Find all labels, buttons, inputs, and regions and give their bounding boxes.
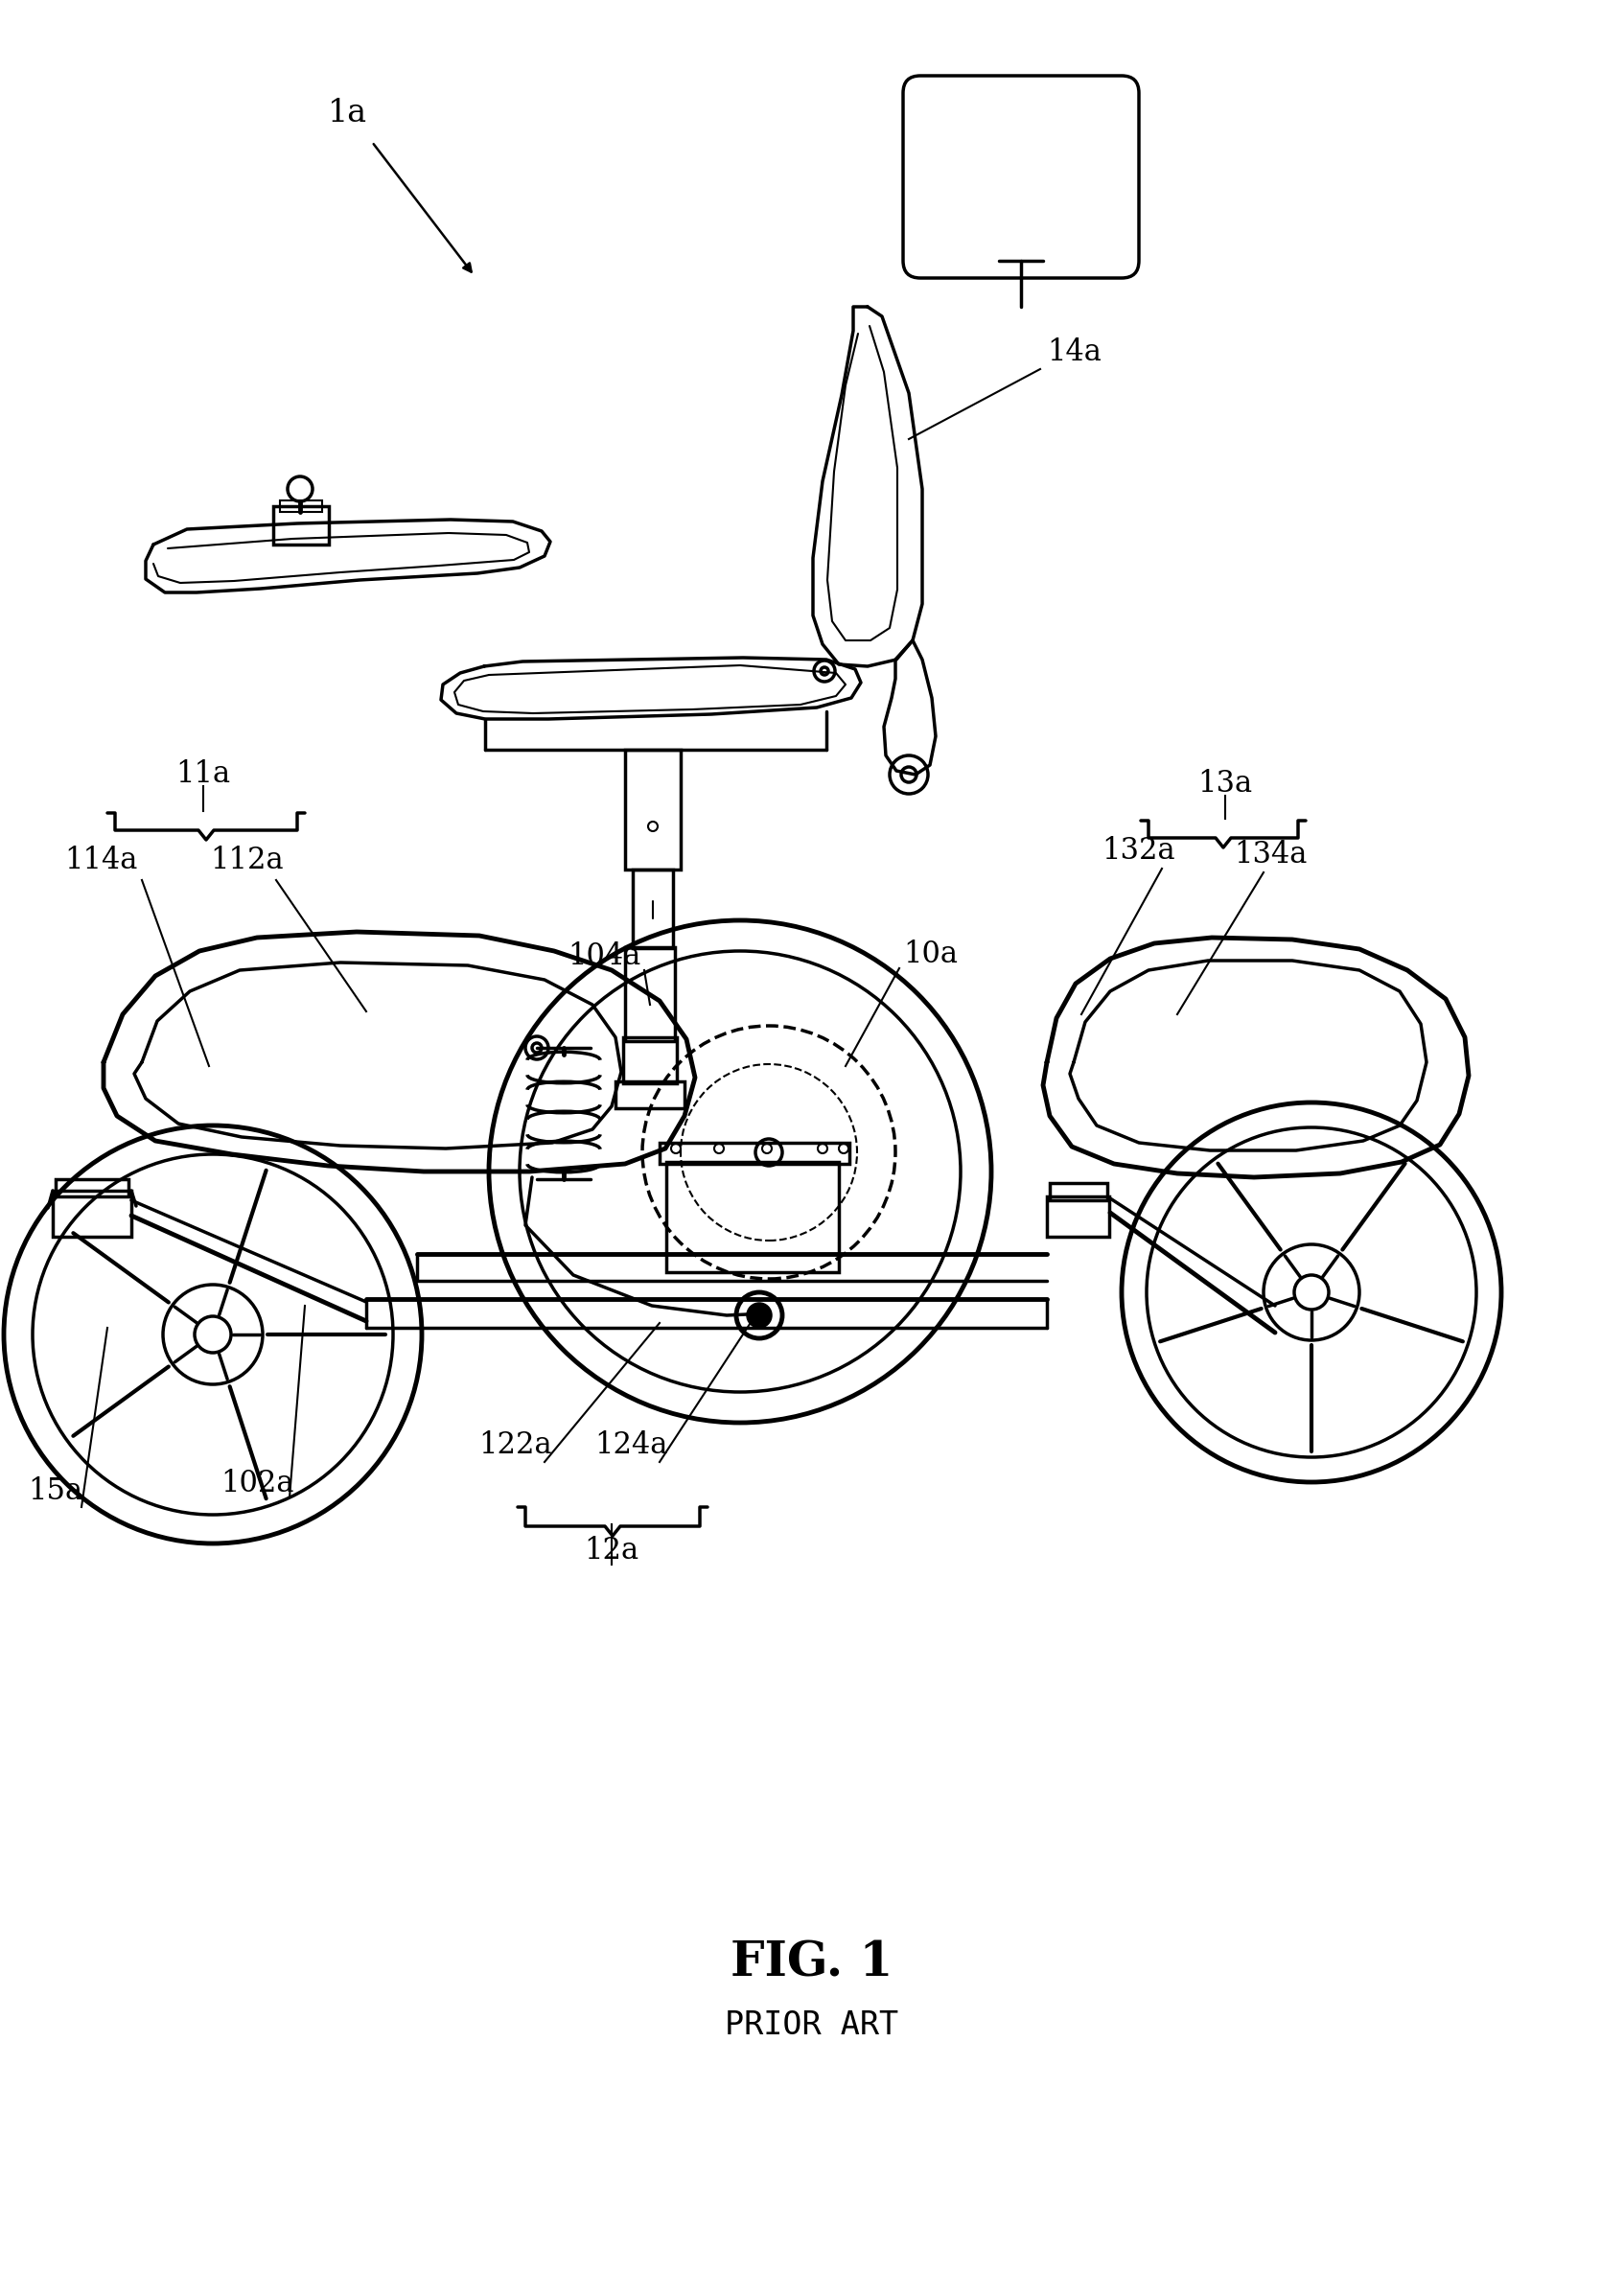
Text: 104a: 104a <box>567 941 640 971</box>
Text: 10a: 10a <box>903 939 958 969</box>
Text: 15a: 15a <box>28 1476 83 1505</box>
Text: 114a: 114a <box>63 846 138 875</box>
Bar <box>659 1144 849 1164</box>
Text: 13a: 13a <box>1199 769 1252 798</box>
Text: 122a: 122a <box>479 1430 552 1460</box>
Text: FIG. 1: FIG. 1 <box>731 1940 893 1987</box>
Bar <box>1047 1196 1109 1237</box>
Bar <box>615 1082 684 1107</box>
Text: 134a: 134a <box>1234 841 1307 871</box>
Bar <box>625 750 680 869</box>
Circle shape <box>747 1303 771 1326</box>
Text: 112a: 112a <box>211 846 284 875</box>
Bar <box>55 1180 128 1196</box>
Text: 132a: 132a <box>1103 837 1176 866</box>
Bar <box>633 869 672 948</box>
Bar <box>624 1037 677 1082</box>
Bar <box>1049 1182 1108 1201</box>
FancyBboxPatch shape <box>903 75 1138 277</box>
Bar <box>52 1192 132 1237</box>
Text: 11a: 11a <box>175 760 231 789</box>
Text: 124a: 124a <box>594 1430 667 1460</box>
Bar <box>273 507 328 543</box>
Text: 14a: 14a <box>1047 339 1101 368</box>
Text: 12a: 12a <box>585 1537 638 1567</box>
Text: 1a: 1a <box>328 98 367 127</box>
Bar <box>279 500 322 512</box>
Bar <box>666 1162 840 1271</box>
Text: 102a: 102a <box>221 1469 294 1499</box>
Bar <box>625 948 676 1041</box>
Text: PRIOR ART: PRIOR ART <box>726 2008 898 2040</box>
